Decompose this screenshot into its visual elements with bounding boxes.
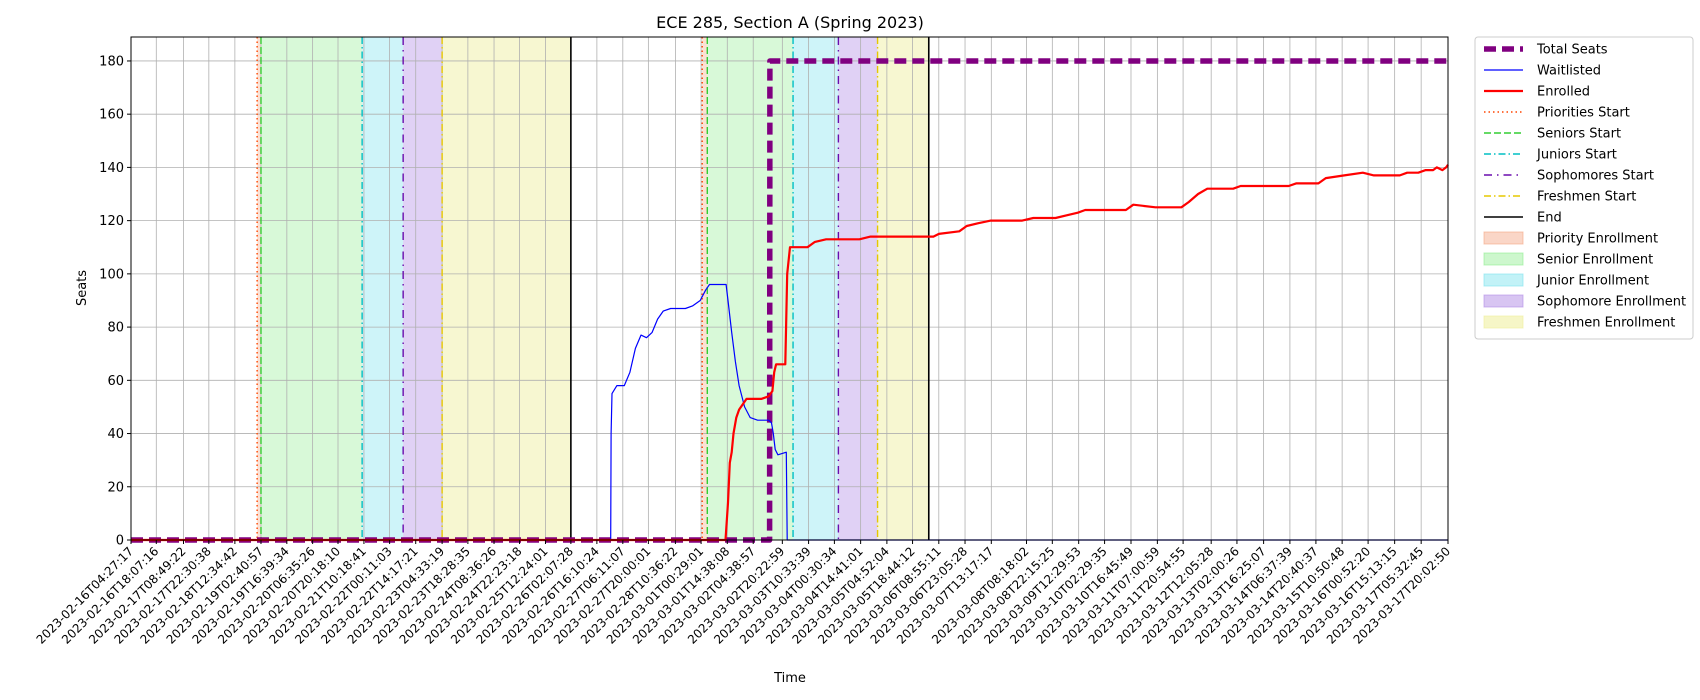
x-axis: 2023-02-16T04:27:172023-02-16T18:07:1620… xyxy=(34,540,1453,647)
y-tick-label-0: 0 xyxy=(116,534,124,549)
span-freshmen-enrollment-0 xyxy=(442,37,571,540)
span-senior-enrollment-0 xyxy=(260,37,363,540)
span-junior-enrollment-0 xyxy=(362,37,404,540)
y-tick-label-8: 160 xyxy=(99,108,124,123)
legend-label-freshmen-enrollment: Freshmen Enrollment xyxy=(1537,316,1675,331)
series-waitlisted xyxy=(131,283,1448,541)
legend-label-total-seats: Total Seats xyxy=(1536,43,1608,58)
phase-markers xyxy=(256,37,930,540)
legend-box xyxy=(1474,36,1694,340)
data-series xyxy=(131,58,1449,543)
span-priority-enrollment-1 xyxy=(702,37,708,540)
legend: Total Seats Waitlisted Enrolled Priorities … xyxy=(1474,36,1694,340)
legend-label-priorities-start: Priorities Start xyxy=(1537,106,1630,121)
span-senior-enrollment-1 xyxy=(707,37,794,540)
legend-label-enrolled: Enrolled xyxy=(1537,85,1590,100)
series-enrolled xyxy=(131,164,1449,542)
legend-swatch-senior-enrollment xyxy=(1483,252,1524,266)
legend-label-end: End xyxy=(1537,211,1562,226)
y-tick-label-3: 60 xyxy=(107,374,124,389)
y-tick-label-1: 20 xyxy=(107,480,124,495)
chart-title: ECE 285, Section A (Spring 2023) xyxy=(656,13,924,32)
legend-label-senior-enrollment: Senior Enrollment xyxy=(1537,253,1653,268)
enrollment-spans xyxy=(257,37,929,540)
y-tick-label-6: 120 xyxy=(99,214,124,229)
legend-label-waitlisted: Waitlisted xyxy=(1537,64,1601,79)
x-axis-label: Time xyxy=(773,671,806,686)
legend-label-junior-enrollment: Junior Enrollment xyxy=(1536,274,1649,289)
legend-label-priority-enrollment: Priority Enrollment xyxy=(1537,232,1658,247)
y-axis: 0 20 40 60 80 100 120 140 160 180 xyxy=(99,54,131,549)
y-tick-label-2: 40 xyxy=(107,427,124,442)
y-axis-label: Seats xyxy=(75,270,90,306)
plot-frame xyxy=(130,36,1449,541)
y-tick-label-7: 140 xyxy=(99,161,124,176)
span-junior-enrollment-1 xyxy=(793,37,839,540)
span-freshmen-enrollment-1 xyxy=(877,37,929,540)
span-priority-enrollment-0 xyxy=(257,37,261,540)
legend-swatch-junior-enrollment xyxy=(1483,273,1524,287)
span-sophomore-enrollment-0 xyxy=(403,37,443,540)
y-tick-label-9: 180 xyxy=(99,54,124,69)
y-tick-label-5: 100 xyxy=(99,267,124,282)
span-sophomore-enrollment-1 xyxy=(838,37,878,540)
legend-swatch-sophomore-enrollment xyxy=(1483,294,1524,308)
legend-label-sophomores-start: Sophomores Start xyxy=(1537,169,1654,184)
legend-label-juniors-start: Juniors Start xyxy=(1536,148,1617,163)
y-tick-label-4: 80 xyxy=(107,321,124,336)
legend-label-freshmen-start: Freshmen Start xyxy=(1537,190,1636,205)
legend-label-sophomore-enrollment: Sophomore Enrollment xyxy=(1537,295,1686,310)
legend-swatch-priority-enrollment xyxy=(1483,231,1524,245)
legend-swatch-freshmen-enrollment xyxy=(1483,315,1524,329)
legend-label-seniors-start: Seniors Start xyxy=(1537,127,1621,142)
